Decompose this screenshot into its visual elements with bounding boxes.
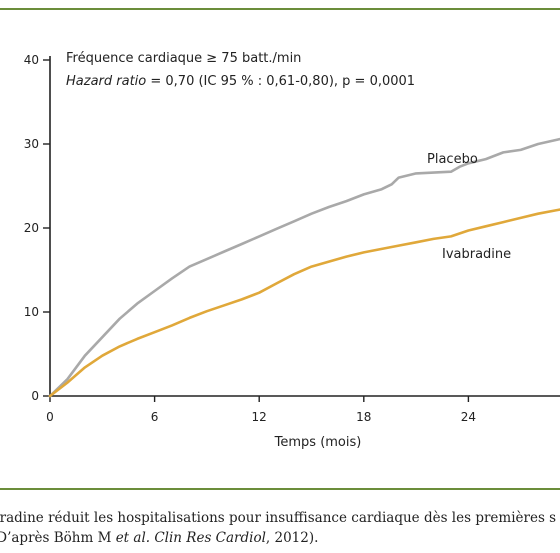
series-label-placebo: Placebo: [427, 152, 478, 167]
series-line-ivabradine: [48, 208, 560, 398]
x-tick-label: 24: [461, 410, 476, 424]
y-tick-label: 0: [31, 389, 39, 403]
x-tick-label: 18: [356, 410, 371, 424]
series-label-ivabradine: Ivabradine: [442, 247, 511, 262]
x-tick-label: 6: [151, 410, 159, 424]
x-tick-label: 12: [252, 410, 267, 424]
x-axis-label: Temps (mois): [274, 435, 362, 450]
figure-caption: bradine réduit les hospitalisations pour…: [0, 508, 560, 548]
chart-annotation-hazard-ratio: Hazard ratio = 0,70 (IC 95 % : 0,61-0,80…: [66, 74, 415, 89]
series-lines: [48, 137, 560, 398]
y-tick-label: 10: [24, 305, 39, 319]
series-line-placebo: [48, 137, 560, 398]
caption-line-2: (D’après Böhm M et al. Clin Res Cardiol,…: [0, 530, 319, 546]
y-tick-label: 30: [24, 137, 39, 151]
y-tick-label: 40: [24, 53, 39, 67]
chart-annotation-heart-rate: Fréquence cardiaque ≥ 75 batt./min: [66, 51, 301, 66]
y-tick-label: 20: [24, 221, 39, 235]
caption-line-1: bradine réduit les hospitalisations pour…: [0, 510, 557, 526]
ticks: 0 10 20 30 40 0 6 12 18 24: [24, 53, 476, 424]
bottom-rule: [0, 488, 560, 490]
x-tick-label: 0: [46, 410, 54, 424]
axes: [49, 56, 560, 397]
top-rule: [0, 8, 560, 10]
hospitalization-chart: 0 10 20 30 40 0 6 12 18 24 Fréquence cardiaque ≥ …: [24, 51, 560, 450]
